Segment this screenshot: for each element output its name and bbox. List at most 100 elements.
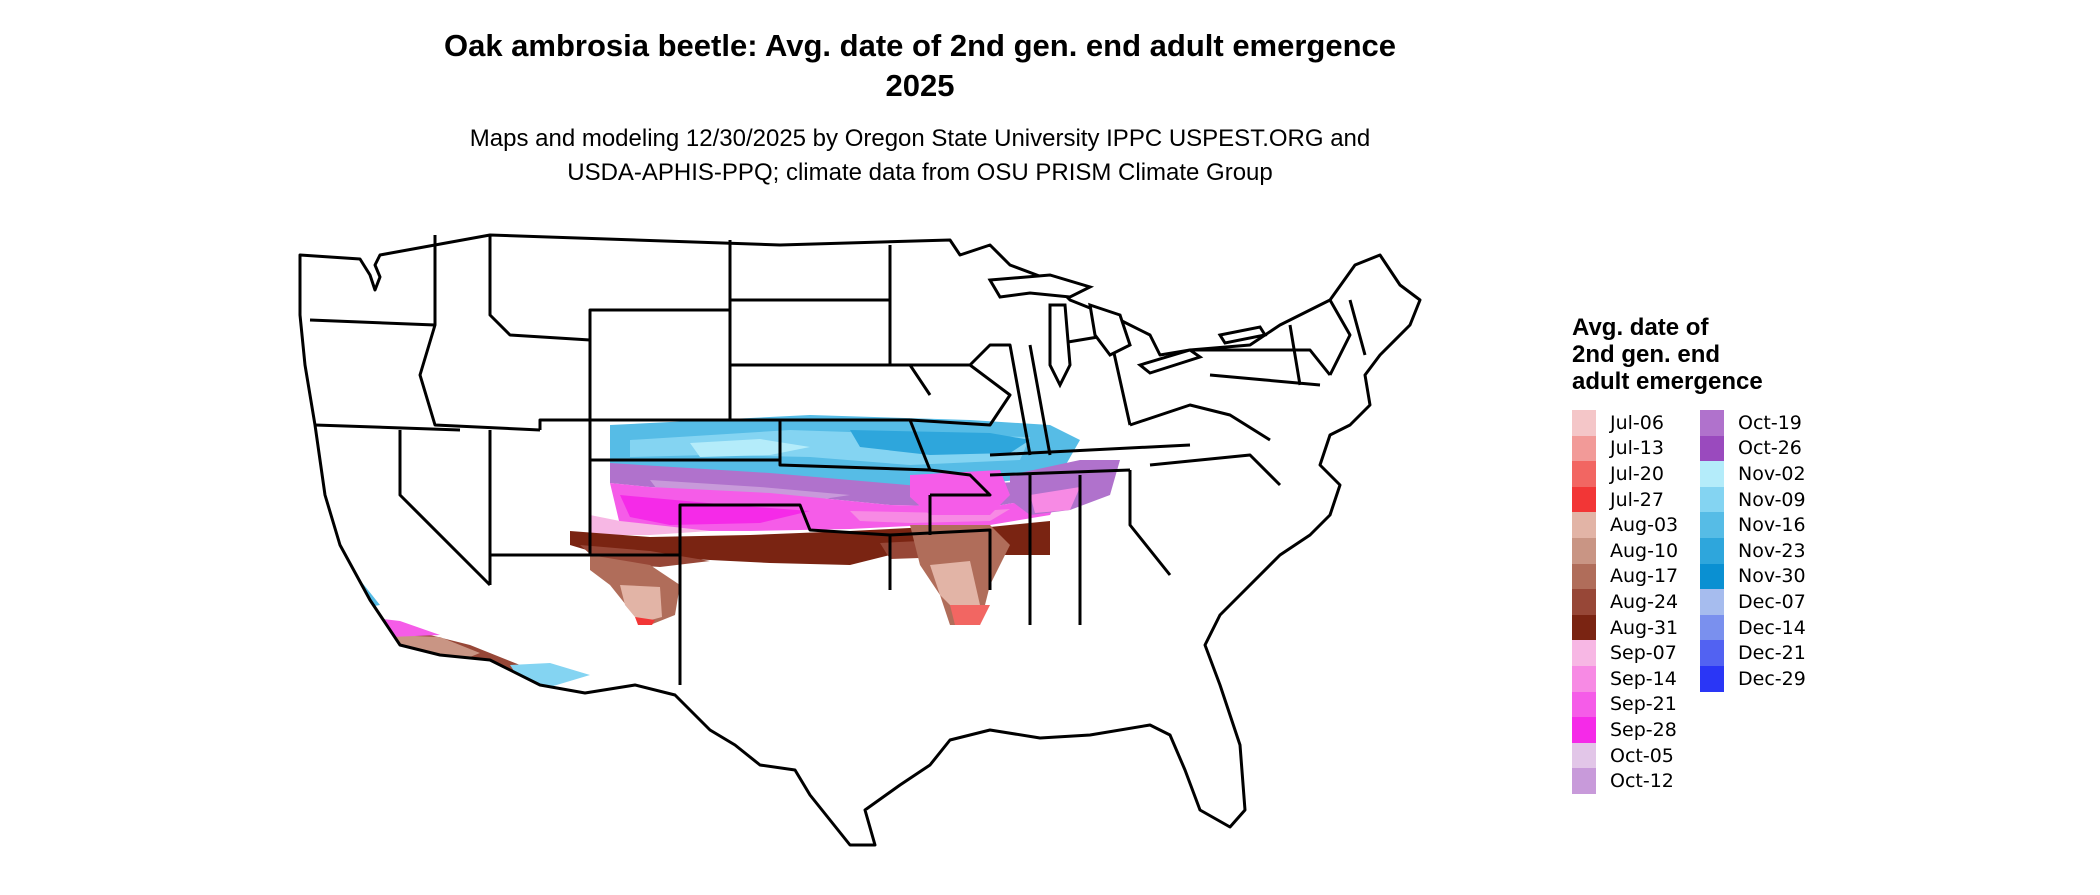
legend-label: Oct-05	[1610, 744, 1674, 767]
legend-item: Oct-26	[1700, 435, 1806, 462]
state-line-plains	[730, 298, 932, 422]
legend-swatch	[1700, 614, 1724, 641]
legend-label: Jul-06	[1610, 411, 1664, 434]
legend-swatch	[1700, 537, 1724, 564]
legend-item: Sep-21	[1572, 691, 1678, 718]
legend-label: Dec-07	[1738, 590, 1806, 613]
legend-swatch	[1572, 640, 1596, 666]
state-line-new-england	[1328, 299, 1367, 376]
legend-title: Avg. date of 2nd gen. end adult emergenc…	[1572, 314, 1763, 395]
legend-label: Oct-26	[1738, 437, 1802, 460]
legend-item: Nov-16	[1700, 512, 1806, 538]
legend-column-1: Jul-06 Jul-13 Jul-20 Jul-27 Aug-03 Aug-10 Aug-…	[1572, 410, 1678, 794]
legend-item: Dec-14	[1700, 614, 1806, 641]
legend-label: Nov-30	[1738, 565, 1806, 588]
legend-swatch	[1700, 512, 1724, 538]
map-subtitle: Maps and modeling 12/30/2025 by Oregon S…	[0, 122, 1840, 190]
legend-item: Sep-07	[1572, 640, 1678, 666]
legend-swatch	[1572, 614, 1596, 641]
legend-title-line-3: adult emergence	[1572, 368, 1763, 395]
legend-item: Nov-23	[1700, 537, 1806, 564]
legend-item: Dec-21	[1700, 640, 1806, 666]
legend-item: Nov-02	[1700, 461, 1806, 487]
legend-item: Sep-14	[1572, 665, 1678, 692]
legend-swatch	[1700, 461, 1724, 487]
state-line-ny-pa	[1190, 324, 1332, 387]
legend-label: Sep-21	[1610, 693, 1677, 716]
legend-swatch	[1572, 665, 1596, 692]
legend-item: Aug-24	[1572, 589, 1678, 615]
legend-swatch	[1572, 461, 1596, 487]
great-lakes	[987, 273, 1268, 389]
legend-label: Jul-27	[1610, 488, 1664, 511]
legend-label: Nov-09	[1738, 488, 1806, 511]
legend-item: Jul-13	[1572, 435, 1678, 462]
legend-swatch	[1572, 768, 1596, 794]
legend-swatch	[1700, 589, 1724, 615]
legend-swatch	[1572, 486, 1596, 513]
legend-item: Nov-09	[1700, 486, 1806, 513]
legend-title-line-1: Avg. date of	[1572, 314, 1709, 341]
legend-label: Jul-13	[1610, 437, 1664, 460]
legend-title-line-2: 2nd gen. end	[1572, 341, 1721, 368]
legend-swatch	[1700, 486, 1724, 513]
lake-huron	[1088, 302, 1132, 357]
legend-item: Nov-30	[1700, 563, 1806, 590]
subtitle-line-2: USDA-APHIS-PPQ; climate data from OSU PR…	[567, 159, 1273, 186]
legend-label: Dec-21	[1738, 642, 1806, 665]
legend-item: Sep-28	[1572, 717, 1678, 743]
lake-ontario	[1217, 325, 1268, 345]
legend-item: Dec-29	[1700, 665, 1806, 692]
state-line-mn-wi-ia	[888, 245, 1012, 427]
legend-swatch	[1572, 563, 1596, 590]
legend-swatch	[1700, 435, 1724, 462]
legend-item: Jul-20	[1572, 461, 1678, 487]
legend-item: Jul-06	[1572, 410, 1678, 436]
legend-swatch	[1700, 563, 1724, 590]
legend-swatch	[1700, 640, 1724, 666]
legend-label: Aug-24	[1610, 590, 1679, 613]
state-line-or-ca	[314, 423, 461, 432]
lake-superior	[987, 273, 1095, 299]
lake-michigan	[1048, 303, 1072, 389]
legend-swatch	[1700, 665, 1724, 692]
legend-item: Jul-27	[1572, 486, 1678, 513]
legend-item: Aug-03	[1572, 512, 1678, 538]
legend-swatch	[1572, 742, 1596, 769]
legend-item: Aug-31	[1572, 614, 1678, 641]
legend-swatch	[1572, 537, 1596, 564]
legend-label: Sep-28	[1610, 718, 1677, 741]
legend-label: Nov-16	[1738, 514, 1806, 537]
legend-label: Oct-19	[1738, 411, 1802, 434]
state-line-ca-nv	[398, 430, 492, 587]
state-line-mid-south	[989, 443, 1191, 625]
map-title: Oak ambrosia beetle: Avg. date of 2nd ge…	[0, 26, 1840, 106]
legend-swatch	[1700, 410, 1724, 436]
legend-item: Oct-12	[1572, 768, 1678, 794]
legend-item: Aug-10	[1572, 537, 1679, 564]
legend-swatch	[1572, 410, 1596, 436]
legend-swatch	[1572, 435, 1596, 462]
legend-label: Oct-12	[1610, 770, 1674, 793]
lake-erie	[1136, 348, 1204, 375]
state-line-wy-co	[588, 340, 730, 422]
legend-item: Aug-17	[1572, 563, 1679, 590]
title-line-2: 2025	[885, 68, 955, 103]
legend-label: Sep-14	[1610, 667, 1677, 690]
legend-label: Sep-07	[1610, 642, 1677, 665]
legend-label: Jul-20	[1610, 462, 1664, 485]
legend-label: Aug-10	[1610, 539, 1679, 562]
state-line-mt-wy	[488, 235, 732, 342]
legend-label: Nov-02	[1738, 462, 1806, 485]
legend-column-2: Oct-19 Oct-26 Nov-02 Nov-09 Nov-16 Nov-23 Nov-…	[1700, 410, 1806, 692]
state-line-appalachia	[1129, 403, 1282, 487]
legend-label: Dec-29	[1738, 667, 1806, 690]
title-line-1: Oak ambrosia beetle: Avg. date of 2nd ge…	[443, 28, 1397, 63]
state-line-id	[418, 235, 541, 432]
legend-label: Aug-17	[1610, 565, 1679, 588]
legend-swatch	[1572, 589, 1596, 615]
legend-swatch	[1572, 691, 1596, 718]
us-map	[298, 233, 1422, 847]
state-line-mo-ar-la	[889, 419, 992, 590]
legend-swatch	[1572, 512, 1596, 538]
